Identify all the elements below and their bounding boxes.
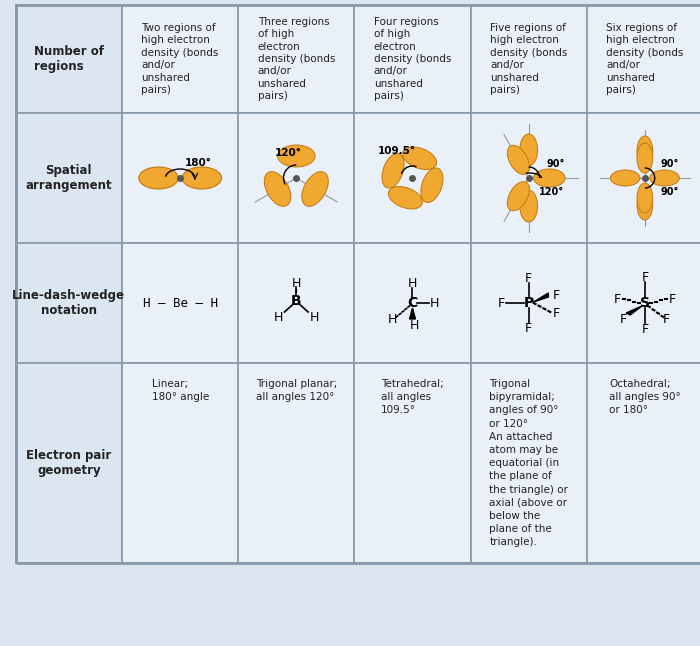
Text: Number of
regions: Number of regions (34, 45, 104, 73)
Ellipse shape (610, 170, 640, 186)
Text: H: H (309, 311, 318, 324)
Text: C: C (407, 296, 418, 310)
Text: F: F (553, 289, 560, 302)
Ellipse shape (182, 167, 221, 189)
Bar (15, 113, 122, 243)
Bar (587, 5, 700, 113)
Text: F: F (620, 313, 626, 326)
Ellipse shape (637, 143, 652, 173)
Text: 120°: 120° (275, 148, 302, 158)
Ellipse shape (382, 154, 404, 188)
Bar (354, 5, 470, 113)
Bar (587, 363, 700, 563)
Text: Electron pair
geometry: Electron pair geometry (26, 449, 111, 477)
Bar (238, 5, 354, 113)
Text: Tetrahedral;
all angles
109.5°: Tetrahedral; all angles 109.5° (381, 379, 444, 415)
Text: 90°: 90° (547, 159, 565, 169)
Text: F: F (525, 271, 532, 284)
Text: 90°: 90° (661, 159, 679, 169)
Polygon shape (410, 308, 415, 319)
Bar (354, 243, 470, 363)
Bar (122, 363, 238, 563)
Text: Linear;
180° angle: Linear; 180° angle (151, 379, 209, 402)
Text: H: H (388, 313, 398, 326)
Text: H: H (410, 318, 419, 331)
Text: Two regions of
high electron
density (bonds
and/or
unshared
pairs): Two regions of high electron density (bo… (141, 23, 219, 95)
Ellipse shape (389, 187, 422, 209)
Bar (470, 113, 587, 243)
Ellipse shape (508, 182, 529, 211)
Text: Trigonal planar;
all angles 120°: Trigonal planar; all angles 120° (256, 379, 337, 402)
Bar (587, 113, 700, 243)
Text: H: H (274, 311, 284, 324)
Ellipse shape (402, 147, 437, 169)
Bar (15, 5, 700, 563)
Bar (238, 113, 354, 243)
Bar (15, 5, 122, 113)
Text: P: P (524, 296, 534, 310)
Text: F: F (525, 322, 532, 335)
Ellipse shape (265, 172, 290, 206)
Ellipse shape (637, 190, 652, 220)
Text: 120°: 120° (538, 187, 564, 197)
Text: Spatial
arrangement: Spatial arrangement (26, 164, 112, 192)
Polygon shape (626, 306, 642, 315)
Bar (470, 243, 587, 363)
Text: F: F (669, 293, 676, 306)
Bar (354, 113, 470, 243)
Text: F: F (498, 297, 505, 309)
Ellipse shape (533, 169, 565, 187)
Bar (354, 363, 470, 563)
Text: F: F (663, 313, 670, 326)
Bar (587, 243, 700, 363)
Text: S: S (640, 296, 650, 310)
Text: Octahedral;
all angles 90°
or 180°: Octahedral; all angles 90° or 180° (609, 379, 680, 415)
Bar (122, 5, 238, 113)
Text: Five regions of
high electron
density (bonds
and/or
unshared
pairs): Five regions of high electron density (b… (490, 23, 568, 95)
Bar (238, 243, 354, 363)
Bar (238, 363, 354, 563)
Text: 180°: 180° (184, 158, 211, 168)
Text: 90°: 90° (661, 187, 679, 197)
Bar (122, 113, 238, 243)
Bar (470, 363, 587, 563)
Text: H — Be — H: H — Be — H (143, 297, 218, 309)
Ellipse shape (637, 183, 652, 213)
Bar (15, 243, 122, 363)
Text: Trigonal
bipyramidal;
angles of 90°
or 120°
An attached
atom may be
equatorial (: Trigonal bipyramidal; angles of 90° or 1… (489, 379, 568, 547)
Text: F: F (641, 271, 648, 284)
Text: F: F (641, 322, 648, 335)
Ellipse shape (520, 190, 538, 222)
Text: F: F (614, 293, 621, 306)
Polygon shape (533, 293, 548, 302)
Bar (122, 243, 238, 363)
Ellipse shape (650, 170, 679, 186)
Bar (470, 5, 587, 113)
Text: H: H (408, 276, 417, 289)
Ellipse shape (139, 167, 178, 189)
Text: H: H (292, 276, 301, 289)
Text: F: F (553, 306, 560, 320)
Text: Four regions
of high
electron
density (bonds
and/or
unshared
pairs): Four regions of high electron density (b… (374, 17, 452, 101)
Ellipse shape (637, 136, 652, 166)
Text: Six regions of
high electron
density (bonds
and/or
unshared
pairs): Six regions of high electron density (bo… (606, 23, 683, 95)
Ellipse shape (520, 134, 538, 166)
Ellipse shape (302, 172, 328, 206)
Text: Line-dash-wedge
notation: Line-dash-wedge notation (13, 289, 125, 317)
Ellipse shape (278, 145, 315, 167)
Ellipse shape (508, 145, 529, 174)
Text: Three regions
of high
electron
density (bonds
and/or
unshared
pairs): Three regions of high electron density (… (258, 17, 335, 101)
Ellipse shape (421, 168, 443, 202)
Bar (15, 363, 122, 563)
Text: B: B (291, 294, 302, 308)
Text: H: H (430, 297, 439, 309)
Text: 109.5°: 109.5° (378, 146, 416, 156)
